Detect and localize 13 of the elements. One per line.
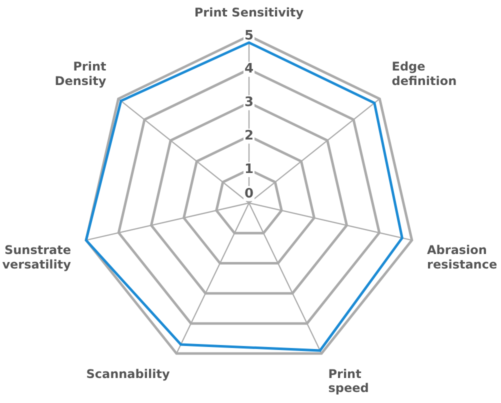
y-tick-label: 3 [244,95,254,110]
y-tick-label: 2 [244,128,254,144]
y-tick-label: 4 [244,62,254,77]
spoke-label: Scannability [86,366,170,381]
spoke-label: Edge definition [392,60,457,88]
spoke-label: Sunstrate versatility [2,242,72,272]
spoke-label: Print Sensitivity [194,5,304,20]
spoke-label: Print Density [54,60,106,88]
spoke-label: Print speed [328,366,369,396]
y-tick-label: 5 [244,28,254,44]
y-tick-label: 1 [244,162,254,177]
y-tick-label: 0 [244,186,254,202]
spoke-label: Abrasion resistance [427,242,498,272]
